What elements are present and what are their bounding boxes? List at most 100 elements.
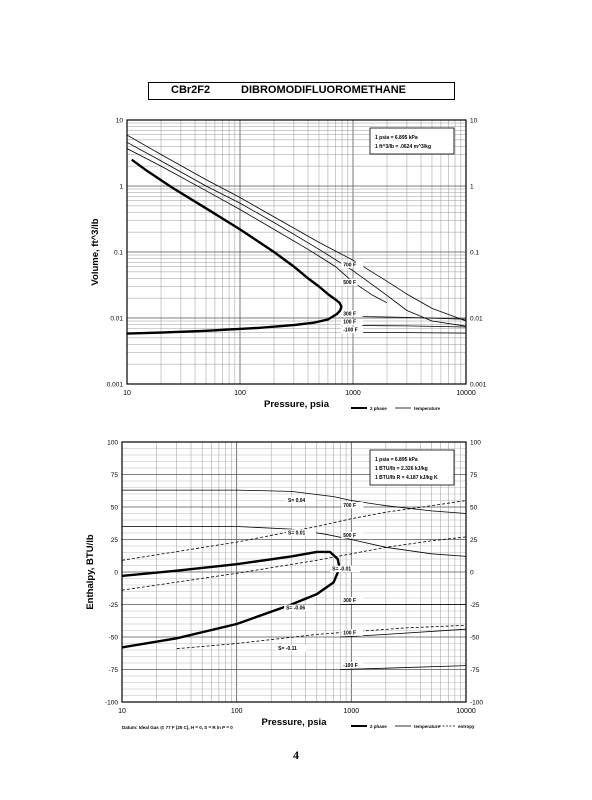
chart2-y-tick-label: -100 bbox=[105, 700, 118, 707]
chart1-y-tick-label-right: 0.1 bbox=[470, 250, 479, 257]
chart2-isotherm-label-bg bbox=[341, 661, 364, 669]
chart2-conversion-box bbox=[369, 449, 455, 486]
chart2-x-tick-label: 100 bbox=[231, 708, 243, 715]
chart2-y-tick-label-right: 100 bbox=[470, 440, 481, 447]
chart1-isotherm-label: 300 F bbox=[343, 311, 356, 317]
chart-title-box: CBr2F2 DIBROMODIFLUOROMETHANE bbox=[148, 82, 455, 100]
chart2-y-tick-label-right: -50 bbox=[470, 635, 480, 642]
chart1-y-tick-label: 0.1 bbox=[114, 250, 123, 257]
chart2-isotherm-label: 100 F bbox=[343, 630, 356, 636]
chart2-x-axis-title: Pressure, psia bbox=[262, 717, 328, 728]
chart1-isotherm-label-bg bbox=[341, 278, 364, 286]
chart1-legend-label: temperature bbox=[414, 406, 441, 411]
chart2-y-tick-label-right: 50 bbox=[470, 505, 478, 512]
chart2-footnote: Datum: Ideal Gas @ 77 F (25 C), H = 0, S… bbox=[122, 725, 233, 730]
compound-name: DIBROMODIFLUOROMETHANE bbox=[241, 84, 406, 96]
chart2-isotherm-label-bg bbox=[341, 629, 364, 636]
chart2-entropy-label-bg bbox=[276, 645, 307, 652]
chart1-series-line bbox=[126, 141, 467, 327]
chart2-y-tick-label-right: -100 bbox=[470, 700, 483, 707]
chart1-y-tick-label: 0.001 bbox=[107, 382, 124, 389]
chart1-isotherm-label: 500 F bbox=[343, 280, 356, 286]
chart2-isotherm-label-bg bbox=[341, 531, 364, 539]
chart2-y-tick-label-right: 0 bbox=[470, 570, 474, 577]
chart1-conversion-box bbox=[369, 127, 455, 155]
chart2-y-tick-label: -25 bbox=[109, 602, 119, 609]
chart2-x-tick-label: 10000 bbox=[456, 708, 476, 715]
chart1-series-line bbox=[126, 134, 467, 322]
chart2-y-tick-label-right: 25 bbox=[470, 537, 478, 544]
chart2-y-tick-label-right: -75 bbox=[470, 667, 480, 674]
chart2-frame bbox=[121, 441, 467, 703]
chart2-y-tick-label: 100 bbox=[107, 440, 118, 447]
chart1-isotherm-label: -100 F bbox=[343, 328, 357, 334]
chart2-conversion-text: 1 psia = 6.895 kPa bbox=[375, 457, 418, 463]
chart1-conversion-text: 1 ft^3/lb = .0624 m^3/kg bbox=[375, 144, 431, 150]
formula-label: CBr2F2 bbox=[171, 84, 211, 96]
chart2-entropy-label-bg bbox=[330, 565, 361, 573]
chart2-entropy-label: S= -0.01 bbox=[332, 567, 351, 573]
chart1-frame bbox=[126, 119, 467, 385]
chart1-y-tick-label: 0.01 bbox=[110, 316, 123, 323]
chart2-x-tick-label: 10 bbox=[118, 708, 126, 715]
chart2-series-line bbox=[121, 536, 467, 591]
chart2-legend-label: temperature bbox=[414, 724, 441, 729]
chart2-conversion-text: 1 BTU/lb R = 4.187 kJ/kg K bbox=[375, 475, 438, 481]
chart1-y-tick-label: 1 bbox=[119, 184, 123, 191]
chart2-series-line bbox=[340, 665, 467, 670]
chart2-y-tick-label: 50 bbox=[111, 505, 119, 512]
chart1-isotherm-label-bg bbox=[341, 318, 364, 326]
chart2-isotherm-label: 500 F bbox=[343, 533, 356, 539]
chart1-isotherm-label: 700 F bbox=[343, 263, 356, 269]
chart1-conversion-text: 1 psia = 6.895 kPa bbox=[375, 135, 418, 141]
chart1-isotherm-label: 100 F bbox=[343, 320, 356, 326]
chart2-isotherm-label: 300 F bbox=[343, 598, 356, 604]
chart1-x-tick-label: 10 bbox=[123, 390, 131, 397]
chart2-entropy-label: S= -0.06 bbox=[286, 606, 305, 612]
chart1-x-tick-label: 10000 bbox=[456, 390, 476, 397]
chart1-legend-label: 2 phase bbox=[370, 406, 387, 411]
chart1-series-line bbox=[361, 332, 467, 334]
chart2-legend-label: 2 phase bbox=[370, 724, 387, 729]
chart1-y-tick-label-right: 10 bbox=[470, 118, 478, 125]
chart1-y-tick-label-right: 1 bbox=[470, 184, 474, 191]
chart2-series-line bbox=[121, 550, 341, 649]
chart2-entropy-label-bg bbox=[285, 529, 316, 536]
chart2-series-line bbox=[121, 500, 467, 561]
chart2-y-tick-label-right: -25 bbox=[470, 602, 480, 609]
chart1-isotherm-label-bg bbox=[341, 310, 364, 317]
chart1-x-tick-label: 100 bbox=[234, 390, 246, 397]
chart2-series-line bbox=[176, 624, 467, 650]
chart2-conversion-text: 1 BTU/lb = 2.326 kJ/kg bbox=[375, 466, 428, 472]
chart2-entropy-label: S= 0.04 bbox=[288, 498, 306, 504]
chart2-entropy-label: S= 0.01 bbox=[288, 530, 306, 536]
chart2-isotherm-label-bg bbox=[341, 596, 364, 604]
chart2-legend-label: entropy bbox=[458, 724, 475, 729]
chart2-y-tick-label: -50 bbox=[109, 635, 119, 642]
chart2-x-tick-label: 1000 bbox=[344, 708, 360, 715]
chart2-isotherm-label: 700 F bbox=[343, 503, 356, 509]
chart1-isotherm-label-bg bbox=[341, 326, 364, 334]
chart2-y-tick-label: -75 bbox=[109, 667, 119, 674]
chart2-y-tick-label-right: 75 bbox=[470, 472, 478, 479]
chart1-series-line bbox=[361, 316, 467, 320]
chart1-series-line bbox=[126, 148, 388, 304]
chart1-y-tick-label: 10 bbox=[116, 118, 124, 125]
chart2-y-tick-label: 0 bbox=[114, 570, 118, 577]
chart2-y-tick-label: 25 bbox=[111, 537, 119, 544]
chart1-y-tick-label-right: 0.001 bbox=[470, 382, 487, 389]
chart2-series-line bbox=[122, 526, 467, 557]
chart1-series-line bbox=[126, 158, 343, 335]
chart2-entropy-label: S= -0.11 bbox=[278, 646, 297, 652]
chart1-isotherm-label-bg bbox=[341, 261, 364, 269]
chart2-entropy-label-bg bbox=[285, 496, 316, 504]
chart1-x-axis-title: Pressure, psia bbox=[264, 399, 330, 410]
chart1-series-line bbox=[361, 325, 467, 328]
chart2-y-axis-title: Enthalpy, BTU/lb bbox=[85, 534, 96, 609]
chart2-series-line bbox=[122, 489, 467, 514]
chart2-series-line bbox=[340, 628, 467, 638]
page-number: 4 bbox=[293, 748, 299, 762]
chart1-x-tick-label: 1000 bbox=[345, 390, 361, 397]
chart2-isotherm-label: -100 F bbox=[343, 663, 357, 669]
